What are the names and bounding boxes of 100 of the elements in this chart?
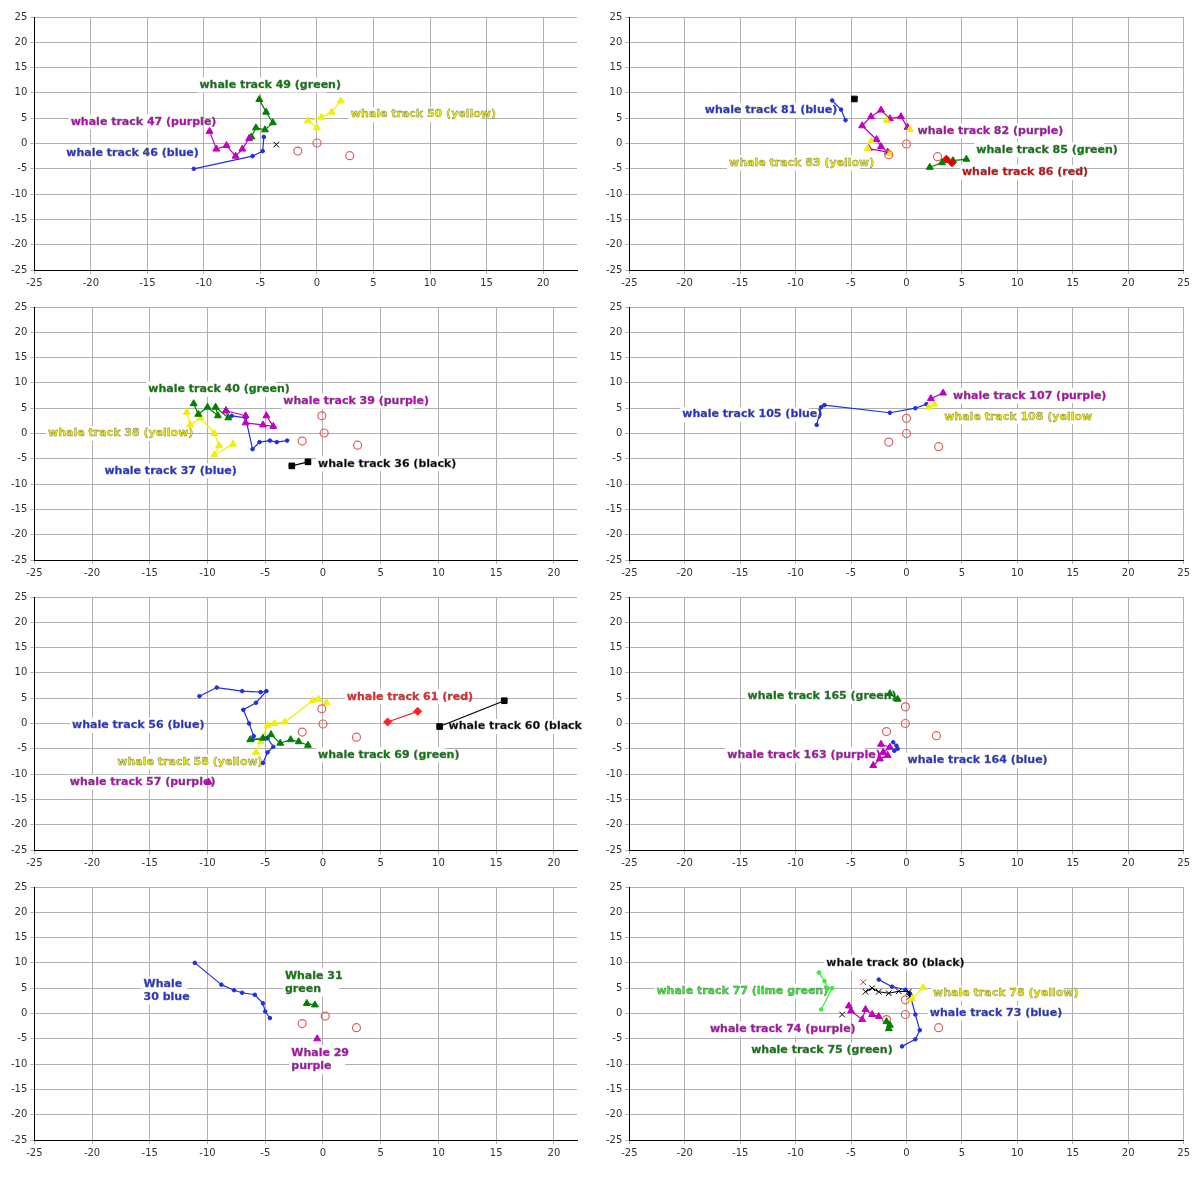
x-tick-label: -5 (260, 566, 271, 578)
x-tick-label: 5 (377, 566, 384, 578)
y-tick-label: 10 (609, 86, 623, 98)
y-tick-label: -10 (605, 1057, 623, 1069)
y-tick-label: -25 (605, 263, 623, 275)
y-tick-label: 0 (20, 427, 28, 439)
x-tick-label: 25 (1177, 566, 1190, 578)
series-label: whale track 38 (yellow) (48, 426, 194, 440)
text: whale track 80 (black) (826, 955, 965, 969)
y-tick-label: 25 (14, 590, 28, 602)
y-tick-label: 25 (609, 590, 623, 602)
x-tick-label: -20 (82, 276, 100, 288)
series-label: whale track 49 (green) (199, 77, 341, 91)
x-tick-label: -10 (195, 276, 213, 288)
y-tick-label: -25 (605, 843, 623, 855)
x-tick-label: -5 (846, 856, 857, 868)
y-tick-label: -20 (10, 1108, 28, 1120)
y-tick-label: 10 (14, 956, 28, 968)
y-tick-label: 0 (615, 1007, 623, 1019)
y-tick-label: 5 (615, 691, 623, 703)
x-tick-label: -10 (199, 1146, 216, 1158)
x-tick-label: 10 (423, 276, 437, 288)
x-tick-label: 10 (1010, 566, 1024, 578)
x-tick-label: -10 (787, 276, 804, 288)
y-tick-label: 20 (14, 35, 28, 47)
y-tick-label: 20 (609, 35, 623, 47)
x-tick-label: -15 (141, 856, 158, 868)
x-tick-label: 10 (1010, 856, 1024, 868)
y-tick-label: -25 (10, 843, 28, 855)
y-tick-label: 25 (609, 300, 623, 312)
x-tick-label: -10 (787, 566, 804, 578)
x-tick-label: -20 (83, 1146, 101, 1158)
x-tick-label: 5 (958, 856, 966, 868)
y-tick-label: 10 (14, 666, 28, 678)
y-tick-label: -15 (605, 212, 623, 224)
x-tick-label: -10 (787, 1146, 804, 1158)
y-tick-label: 15 (609, 351, 623, 363)
y-tick-label: 15 (14, 351, 28, 363)
x-tick-label: 5 (958, 1146, 966, 1158)
series-label: whale track 163 (purple) (727, 747, 881, 761)
x-tick-label: 10 (432, 856, 445, 868)
y-tick-label: 5 (20, 111, 28, 123)
y-tick-label: 20 (609, 905, 623, 917)
y-tick-label: -20 (605, 1108, 623, 1120)
x-tick-label: 15 (480, 276, 493, 288)
series-label: whale track 108 (yellow (944, 409, 1093, 423)
x-tick-label: -15 (732, 1146, 749, 1158)
series-label: Whale 30 blue (143, 976, 190, 1003)
x-tick-label: -15 (141, 566, 158, 578)
y-tick-label: 0 (615, 427, 623, 439)
series-label: whale track 46 (blue) (66, 145, 199, 159)
x-tick-label: -15 (732, 276, 749, 288)
y-tick-label: 15 (609, 931, 623, 943)
x-tick-label: 15 (1066, 566, 1080, 578)
y-tick-label: -15 (10, 502, 28, 514)
y-tick-label: -5 (612, 452, 623, 464)
series-label: whale track 81 (blue) (704, 103, 838, 117)
series-label: whale track 82 (purple) (917, 123, 1064, 137)
x-tick-label: 20 (1121, 1146, 1135, 1158)
x-tick-label: -15 (141, 1146, 158, 1158)
y-tick-label: -5 (17, 742, 28, 754)
x-tick-label: -20 (676, 566, 693, 578)
x-tick-label: 20 (547, 566, 561, 578)
x-tick-label: 5 (377, 1146, 384, 1158)
y-tick-label: -20 (605, 238, 623, 250)
y-tick-label: 5 (20, 691, 28, 703)
series-label: whale track 69 (green) (317, 747, 460, 761)
x-tick-label: 20 (1121, 856, 1135, 868)
x-tick-label: -5 (846, 566, 857, 578)
series-label: whale track 50 (yellow) (350, 107, 497, 121)
x-tick-label: 10 (432, 1146, 445, 1158)
series-label: whale track 164 (blue) (907, 753, 1048, 767)
x-tick-label: 20 (536, 276, 550, 288)
y-tick-label: -25 (10, 1133, 28, 1145)
x-tick-label: 15 (1066, 276, 1080, 288)
y-tick-label: 20 (14, 325, 28, 337)
y-tick-label: 0 (20, 1007, 28, 1019)
y-tick-label: -20 (605, 818, 623, 830)
series-label: whale track 86 (red) (961, 165, 1089, 179)
x-tick-label: 0 (319, 856, 327, 868)
y-tick-label: 5 (20, 981, 28, 993)
x-tick-label: -5 (846, 276, 857, 288)
y-tick-label: 5 (615, 111, 623, 123)
x-tick-label: 25 (1177, 276, 1190, 288)
x-tick-label: -20 (83, 856, 101, 868)
x-tick-label: -10 (787, 856, 804, 868)
y-tick-label: -15 (605, 502, 623, 514)
x-tick-label: -5 (260, 1146, 271, 1158)
y-tick-label: -10 (10, 477, 28, 489)
x-tick-label: 10 (432, 566, 445, 578)
y-tick-label: -5 (17, 452, 28, 464)
y-tick-label: 15 (609, 61, 623, 73)
x-tick-label: 0 (903, 276, 910, 288)
y-tick-label: -20 (10, 238, 28, 250)
y-tick-label: -5 (17, 162, 28, 174)
y-tick-label: 0 (615, 137, 623, 149)
y-tick-label: 25 (14, 300, 28, 312)
series-label: whale track 37 (blue) (104, 463, 237, 477)
series-label: whale track 77 (lime green) (656, 983, 829, 997)
x-tick-label: 0 (313, 276, 321, 288)
